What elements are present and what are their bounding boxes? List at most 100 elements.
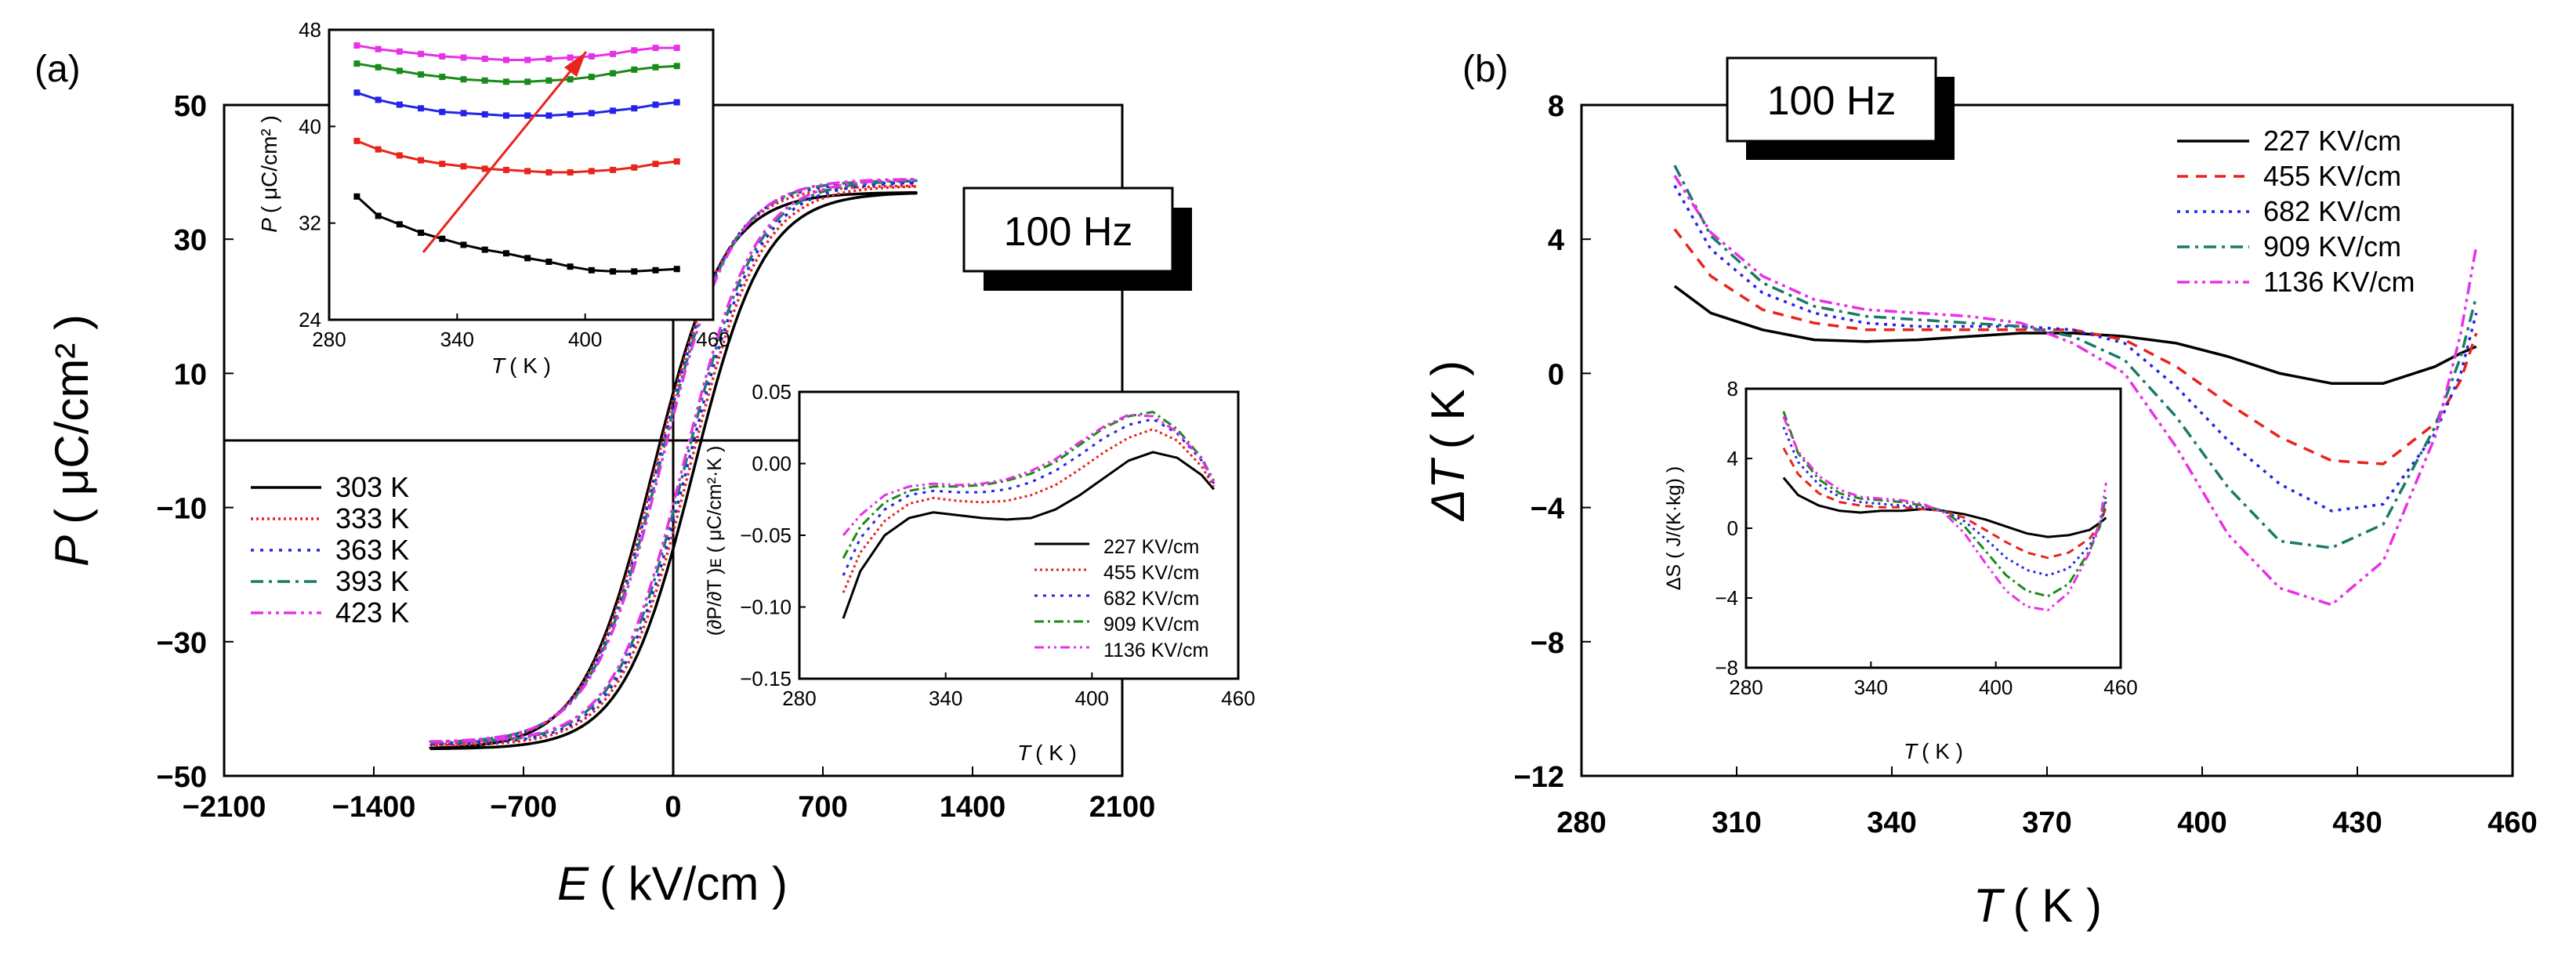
y-unit: ( μC/cm² )	[45, 314, 98, 524]
data-point	[439, 108, 446, 115]
y-tick-label: −50	[157, 761, 207, 794]
inset-bottom-x-label: T( K )	[1017, 741, 1077, 765]
x-unit: ( kV/cm )	[600, 857, 788, 910]
legend-entry: 393 K	[335, 565, 409, 597]
data-point	[418, 50, 425, 57]
b-inset-x-label: T( K )	[1904, 739, 1963, 763]
inset-bottom-legend: 227 KV/cm 455 KV/cm 682 KV/cm 909 KV/cm 1136…	[1034, 536, 1208, 661]
panel-a-loops	[429, 177, 918, 751]
b-x-var: T	[1973, 879, 2005, 932]
entropy-curve	[1782, 476, 2107, 538]
data-point	[545, 56, 553, 62]
panel-a-main-chart: −2100 −1400 −700 0 700 1400 2100 −50 −30 −10 10 30 5…	[45, 90, 1192, 910]
hysteresis-loop	[429, 181, 918, 746]
data-point	[545, 168, 553, 176]
panel-a-ticks: −2100 −1400 −700 0 700 1400 2100 −50 −30 −10 10 30 5…	[157, 90, 1156, 824]
panel-a-inset-polarization: 280 340 400 460 24 32 40 48 T( K ) P ( μC/cm² )	[257, 18, 730, 378]
x-var: E	[557, 857, 589, 910]
entropy-curve	[1782, 426, 2107, 577]
data-point	[375, 212, 382, 219]
y-tick-label: 40	[299, 114, 321, 138]
data-point	[588, 110, 595, 117]
entropy-curve	[1782, 447, 2107, 560]
b-inset-y-label: ΔS ( J/(K·kg) )	[1663, 466, 1685, 590]
freq-box-a	[962, 187, 1174, 273]
x-tick-label: 280	[1556, 806, 1606, 839]
freq-label-a: 100 Hz	[1004, 209, 1133, 255]
y-tick-label: −0.15	[740, 667, 792, 690]
data-point	[502, 250, 509, 257]
b-inset-ticks: 280 340 400 460 8 4 0 −4 −8	[1715, 377, 2137, 699]
legend-entry: 423 K	[335, 596, 409, 629]
data-point	[524, 56, 531, 63]
b-y-var: ΔT	[1422, 457, 1474, 522]
x-tick-label: 1400	[940, 791, 1006, 824]
data-point	[481, 56, 488, 62]
data-point	[567, 76, 574, 83]
data-point	[502, 56, 509, 63]
x-tick-label: 340	[929, 687, 962, 710]
inset-bottom-x-unit: ( K )	[1035, 741, 1077, 765]
data-point	[673, 99, 680, 106]
x-tick-label: 430	[2332, 806, 2382, 839]
data-point	[460, 76, 467, 83]
x-tick-label: 340	[440, 328, 474, 351]
panel-b-y-axis-label: ΔT ( K )	[1422, 361, 1474, 522]
data-point	[418, 105, 425, 112]
x-tick-label: 280	[312, 328, 346, 351]
panel-b-x-axis-label: T( K )	[1973, 879, 2102, 932]
y-tick-label: −0.05	[740, 524, 792, 547]
data-point	[631, 164, 638, 171]
x-tick-label: 280	[1729, 676, 1763, 699]
data-point	[375, 96, 382, 103]
data-point	[502, 166, 509, 173]
data-point	[652, 45, 659, 52]
data-point	[439, 74, 446, 81]
data-point	[396, 152, 403, 159]
y-tick-label: 10	[174, 358, 207, 391]
data-point	[567, 111, 574, 118]
y-tick-label: −4	[1531, 493, 1564, 526]
legend-entry: 227 KV/cm	[1103, 536, 1199, 558]
y-tick-label: 0.05	[752, 380, 792, 404]
inset-top-curves	[353, 42, 680, 275]
legend-entry: 455 KV/cm	[2263, 160, 2401, 192]
b-inset-frame	[1745, 387, 2122, 669]
data-point	[396, 67, 403, 74]
data-point	[353, 137, 360, 144]
inset-top-x-label: T( K )	[491, 353, 551, 378]
data-point	[353, 193, 360, 200]
data-point	[439, 53, 446, 60]
delta-t-curve	[1673, 228, 2478, 466]
y-tick-label: 0	[1548, 358, 1564, 391]
legend-entry: 227 KV/cm	[2263, 125, 2401, 157]
x-tick-label: 370	[2022, 806, 2071, 839]
y-tick-label: −30	[157, 627, 207, 660]
data-point	[652, 101, 659, 108]
hysteresis-loop	[429, 177, 918, 744]
y-tick-label: 32	[299, 212, 321, 235]
derivative-curve	[842, 428, 1216, 593]
inset-bottom-y-label: (∂P/∂T )ᴇ ( μC/cm²·K )	[704, 446, 726, 636]
y-tick-label: 50	[174, 90, 207, 123]
legend-entry: 1136 KV/cm	[1103, 640, 1208, 661]
derivative-curve	[842, 418, 1216, 576]
delta-t-curve	[1673, 165, 2478, 549]
x-tick-label: 400	[2177, 806, 2226, 839]
polarization-curve	[356, 195, 677, 273]
x-tick-label: 340	[1867, 806, 1916, 839]
data-point	[610, 166, 617, 173]
x-tick-label: 340	[1854, 676, 1888, 699]
b-y-unit: ( K )	[1422, 361, 1474, 449]
data-point	[524, 255, 531, 262]
delta-t-curve	[1673, 184, 2478, 513]
data-point	[545, 259, 553, 265]
legend-entry: 333 K	[335, 502, 409, 534]
data-point	[588, 266, 595, 274]
derivative-curve	[842, 411, 1216, 560]
data-point	[502, 112, 509, 119]
inset-top-frame	[328, 28, 715, 321]
b-inset-x-var: T	[1904, 739, 1918, 763]
y-tick-label: 30	[174, 224, 207, 257]
